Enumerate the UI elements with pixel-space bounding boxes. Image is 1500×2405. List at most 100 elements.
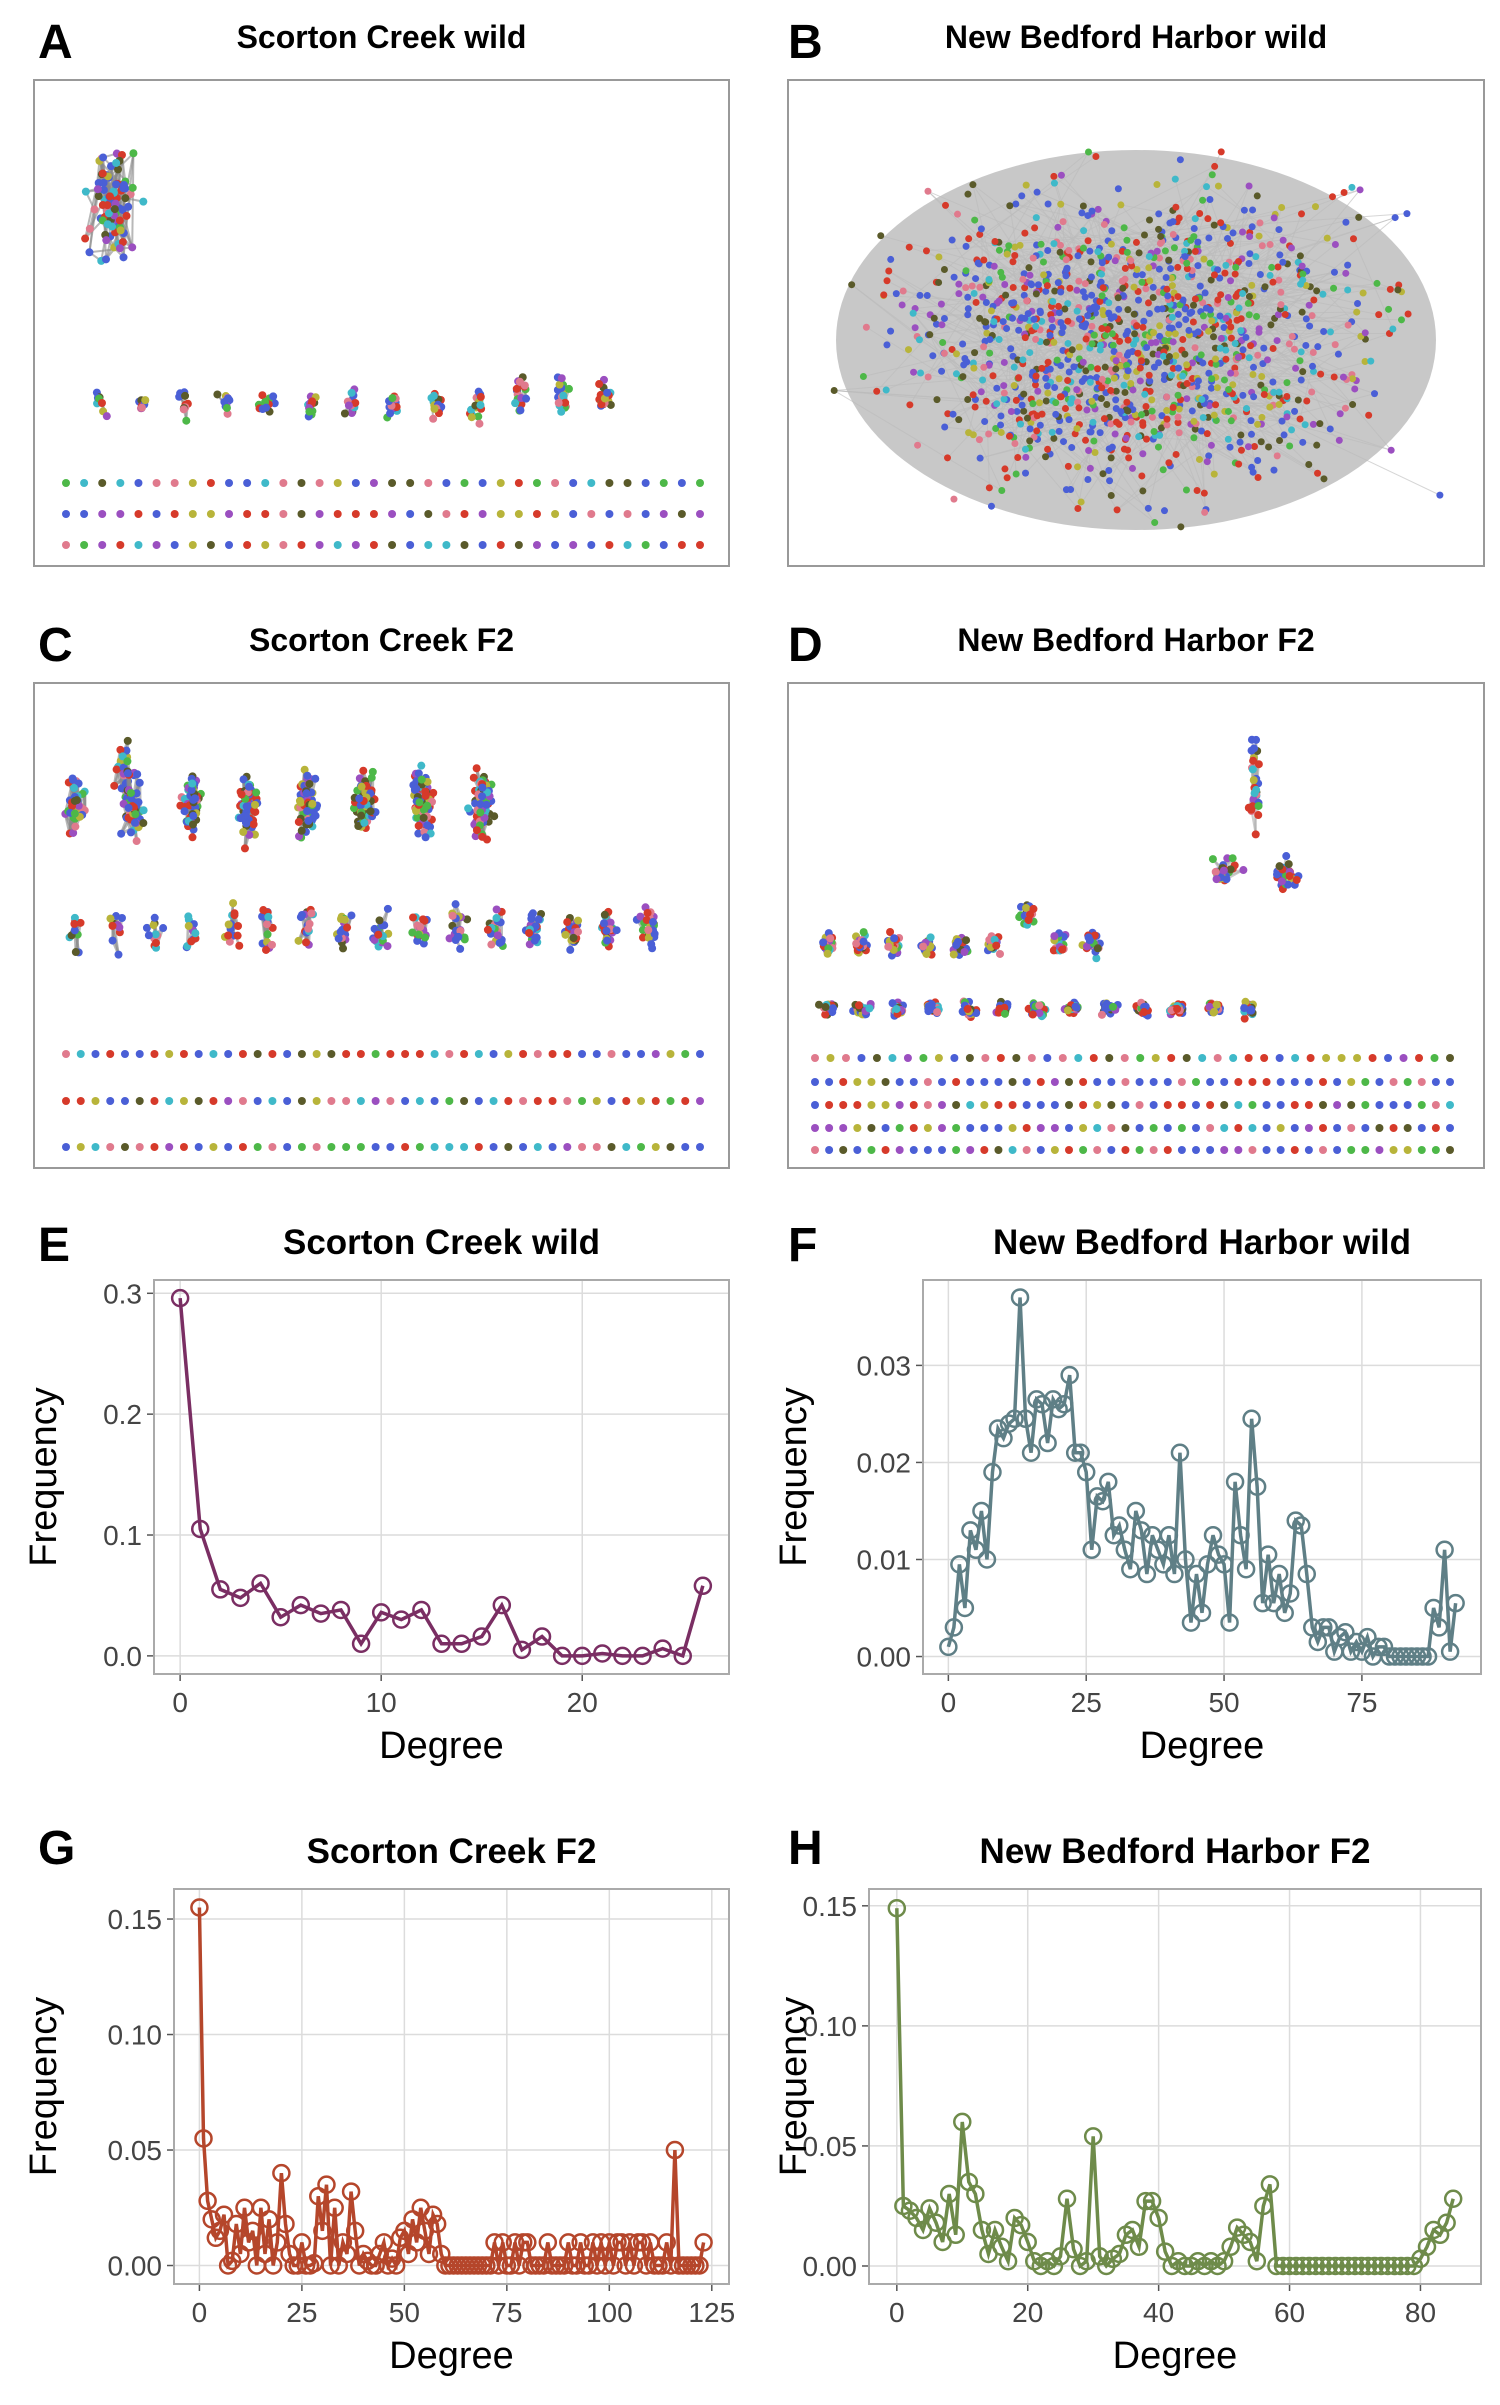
network-node (98, 479, 106, 487)
network-node (515, 510, 523, 518)
network-node (1151, 519, 1158, 526)
network-node (116, 479, 124, 487)
network-node (1103, 401, 1110, 408)
network-node (264, 913, 272, 921)
network-node (1087, 306, 1094, 313)
network-node (964, 311, 971, 318)
network-node (1098, 384, 1105, 391)
network-node (115, 923, 123, 931)
network-node (383, 942, 391, 950)
network-node (965, 429, 972, 436)
network-node (415, 798, 423, 806)
network-node (1276, 401, 1283, 408)
network-node (189, 479, 197, 487)
network-node (997, 421, 1004, 428)
network-node (1174, 293, 1181, 300)
network-node (1068, 444, 1075, 451)
network-node (454, 933, 462, 941)
network-node (1124, 407, 1131, 414)
network-node (1250, 776, 1258, 784)
network-node (406, 479, 414, 487)
network-node (1023, 182, 1030, 189)
network-node (134, 541, 142, 549)
network-node (1335, 351, 1342, 358)
network-node (430, 392, 438, 400)
network-node (1106, 477, 1113, 484)
network-node (1385, 306, 1392, 313)
network-node (106, 1050, 114, 1058)
network-node (525, 929, 533, 937)
network-node (478, 792, 486, 800)
network-node (1032, 336, 1039, 343)
network-node (1254, 352, 1261, 359)
network-node (487, 941, 495, 949)
network-node (420, 814, 428, 822)
network-node (124, 769, 132, 777)
network-node (295, 937, 303, 945)
network-node (367, 807, 375, 815)
network-node (1175, 311, 1182, 318)
network-node (1282, 852, 1290, 860)
network-node (1324, 235, 1331, 242)
network-node (1008, 408, 1015, 415)
network-node (243, 479, 251, 487)
network-node (1225, 436, 1232, 443)
network-node (1281, 431, 1288, 438)
network-node (1009, 315, 1016, 322)
network-node (1135, 297, 1142, 304)
network-node (989, 372, 996, 379)
network-node (1283, 393, 1290, 400)
network-node (1124, 249, 1131, 256)
network-node (91, 1050, 99, 1058)
network-node (1310, 349, 1317, 356)
network-node (102, 255, 110, 263)
network-node (1163, 393, 1170, 400)
network-node (885, 268, 892, 275)
network-node (121, 1050, 129, 1058)
network-node (1087, 465, 1094, 472)
network-node (644, 909, 652, 917)
network-node (883, 386, 890, 393)
network-node (479, 541, 487, 549)
network-node (1069, 346, 1076, 353)
network-node (1436, 492, 1443, 499)
network-node (519, 1050, 527, 1058)
network-node (1250, 744, 1258, 752)
network-node (1254, 811, 1262, 819)
network-node (316, 479, 324, 487)
network-node (417, 762, 425, 770)
network-node (1023, 297, 1030, 304)
network-node (622, 1097, 630, 1105)
network-node (1159, 305, 1166, 312)
network-node (1083, 335, 1090, 342)
network-node (1235, 305, 1242, 312)
network-node (962, 936, 970, 944)
network-node (549, 1143, 557, 1151)
network-node (1049, 324, 1056, 331)
network-node (824, 950, 832, 958)
network-node (1081, 323, 1088, 330)
network-node (587, 541, 595, 549)
network-node (479, 510, 487, 518)
network-node (1247, 417, 1254, 424)
network-node (209, 1097, 217, 1105)
network-node (1057, 201, 1064, 208)
network-node (923, 247, 930, 254)
network-node (1183, 361, 1190, 368)
network-node (1108, 227, 1115, 234)
network-node (1083, 407, 1090, 414)
network-node (242, 819, 250, 827)
network-node (647, 940, 655, 948)
network-node (1092, 153, 1099, 160)
network-node (342, 1097, 350, 1105)
network-node (1105, 467, 1112, 474)
network-node (460, 1050, 468, 1058)
network-node (1088, 323, 1095, 330)
network-node (899, 301, 906, 308)
network-node (254, 1143, 262, 1151)
network-node (1073, 287, 1080, 294)
network-node (1200, 312, 1207, 319)
network-node (1024, 415, 1031, 422)
network-node (1252, 253, 1259, 260)
network-node (1211, 271, 1218, 278)
